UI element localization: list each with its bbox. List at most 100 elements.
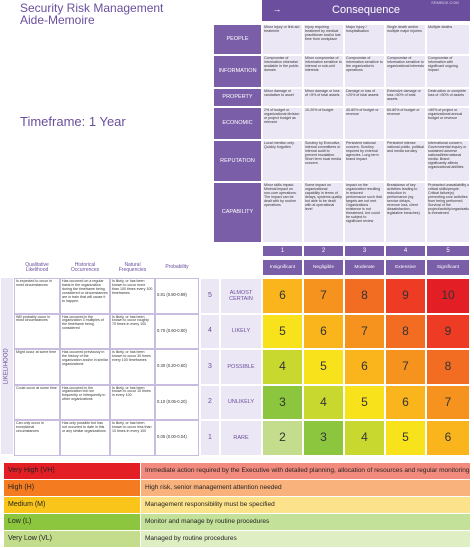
consequence-level: 5	[426, 245, 470, 257]
risk-score: 7	[385, 349, 426, 385]
consequence-description: Major injury / hospitalisation	[344, 24, 385, 55]
likelihood-historical: Has occurred on a regular basis in the o…	[60, 278, 110, 314]
consequence-level: 2	[303, 245, 344, 257]
consequence-description: Injury requiring treatment by medical pr…	[303, 24, 344, 55]
risk-score: 5	[303, 349, 344, 385]
consequence-description: Compromise of information with significa…	[426, 55, 470, 88]
category-label: ECONOMIC	[213, 107, 262, 140]
consequence-name: Significant	[426, 259, 470, 276]
arrow: →	[272, 5, 282, 15]
likelihood-historical: Has occurred in the organization 3 multi…	[60, 313, 110, 349]
risk-score: 5	[344, 384, 385, 420]
consequence-description: Minor damage or loss of <5% of total ass…	[303, 88, 344, 107]
consequence-description: Local mention only. Quickly forgotten	[262, 140, 303, 182]
risk-score: 8	[385, 313, 426, 349]
consequence-description: Damage or loss of <20% of total assets	[344, 88, 385, 107]
timeframe: Timeframe: 1 Year	[20, 114, 126, 129]
consequence-description: 60-80% of budget or revenue	[385, 107, 426, 140]
likelihood-probability: 0.70 (0.60-0.80)	[155, 313, 199, 349]
consequence-description: Persistent intense national public, poli…	[385, 140, 426, 182]
risk-score: 4	[303, 384, 344, 420]
likelihood-qualitative: Can only occur in exceptional circumstan…	[14, 420, 60, 456]
consequence-description: Persistent national concern. Scrutiny re…	[344, 140, 385, 182]
consequence-name: Moderate	[344, 259, 385, 276]
legend-description: Managed by routine procedures	[141, 531, 470, 547]
category-label: CAPABILITY	[213, 182, 262, 243]
likelihood-frequency: Is likely, or has been known to occur mo…	[110, 278, 155, 314]
consequence-description: Impact on the organization resulting in …	[344, 182, 385, 243]
risk-score: 6	[385, 384, 426, 420]
title: Security Risk Management	[20, 2, 164, 15]
consequence-name: Extensive	[385, 259, 426, 276]
consequence-name: Insignificant	[262, 259, 303, 276]
consequence-description: Compromise of information sensitive to t…	[344, 55, 385, 88]
risk-score: 6	[344, 349, 385, 385]
likelihood-name: LIKELY	[220, 313, 262, 349]
likelihood-header: Qualitative Likelihood	[14, 259, 60, 277]
subtitle: Aide-Memoire	[20, 14, 95, 27]
risk-score: 6	[262, 278, 303, 314]
consequence-level: 1	[262, 245, 303, 257]
likelihood-qualitative: Could occur at some time	[14, 384, 60, 420]
risk-score: 8	[426, 349, 470, 385]
likelihood-axis: LIKELIHOOD	[1, 278, 13, 454]
likelihood-frequency: Is likely, or has been known to occur le…	[110, 420, 155, 456]
likelihood-qualitative: Will probably occur in most circumstance…	[14, 313, 60, 349]
legend-label: Medium (M)	[4, 497, 140, 513]
risk-score: 4	[344, 420, 385, 456]
legend-label: Very Low (VL)	[4, 531, 140, 547]
likelihood-probability: 0.05 (0.00-0.04)	[155, 420, 199, 456]
risk-score: 7	[303, 278, 344, 314]
consequence-description: Minor injury or first aid treatment	[262, 24, 303, 55]
consequence-level: 4	[385, 245, 426, 257]
risk-score: 5	[262, 313, 303, 349]
category-label: PEOPLE	[213, 24, 262, 55]
likelihood-probability: 0.10 (0.05-0.20)	[155, 384, 199, 420]
likelihood-qualitative: Might occur at some time	[14, 349, 60, 385]
site: SRMBOK.COM	[431, 0, 459, 5]
category-label: PROPERTY	[213, 88, 262, 107]
legend-label: High (H)	[4, 480, 140, 496]
risk-score: 10	[426, 278, 470, 314]
consequence-description: International concern, Governmental inqu…	[426, 140, 470, 182]
consequence-description: Compromise of information sensitive to o…	[385, 55, 426, 88]
likelihood-name: ALMOST CERTAIN	[220, 278, 262, 314]
legend-label: Very High (VH)	[4, 463, 140, 479]
risk-score: 7	[426, 384, 470, 420]
likelihood-probability: 0.30 (0.20-0.60)	[155, 349, 199, 385]
risk-score: 6	[303, 313, 344, 349]
likelihood-header: Historical Occurrences	[60, 259, 110, 277]
risk-score: 4	[262, 349, 303, 385]
likelihood-name: RARE	[220, 420, 262, 456]
likelihood-qualitative: Is expected to occur in most circumstanc…	[14, 278, 60, 314]
likelihood-historical: Has occurred previously in the history o…	[60, 349, 110, 385]
legend-description: Monitor and manage by routine procedures	[141, 514, 470, 530]
consequence-description: Minor damage or vandalism to asset	[262, 88, 303, 107]
consequence-description: 40-60% of budget or revenue	[344, 107, 385, 140]
risk-score: 3	[303, 420, 344, 456]
consequence-description: Multiple deaths	[426, 24, 470, 55]
category-label: REPUTATION	[213, 140, 262, 182]
likelihood-name: UNLIKELY	[220, 384, 262, 420]
risk-score: 8	[344, 278, 385, 314]
consequence-header: Consequence	[262, 0, 470, 21]
consequence-description: Single death and/or multiple major injur…	[385, 24, 426, 55]
likelihood-header: Probability	[155, 259, 199, 277]
consequence-description: Minor skills impact. Minimal impact on n…	[262, 182, 303, 243]
likelihood-probability: 0.81 (0.80-0.99)	[155, 278, 199, 314]
legend-description: Immediate action required by the Executi…	[141, 463, 470, 479]
consequence-description: 2% of budget or organizational division …	[262, 107, 303, 140]
likelihood-frequency: Is likely, or has been known to occur 10…	[110, 384, 155, 420]
consequence-name: Negligible	[303, 259, 344, 276]
legend-description: Management responsibility must be specif…	[141, 497, 470, 513]
likelihood-label: LIKELIHOOD	[3, 347, 10, 385]
likelihood-historical: Has occurred in the organization but not…	[60, 384, 110, 420]
likelihood-frequency: Is likely, or has been known to occur 30…	[110, 349, 155, 385]
category-label: INFORMATION	[213, 55, 262, 88]
likelihood-level: 3	[200, 349, 220, 385]
legend-label: Low (L)	[4, 514, 140, 530]
likelihood-name: POSSIBLE	[220, 349, 262, 385]
risk-score: 7	[344, 313, 385, 349]
consequence-description: >80% of project or organizational annual…	[426, 107, 470, 140]
